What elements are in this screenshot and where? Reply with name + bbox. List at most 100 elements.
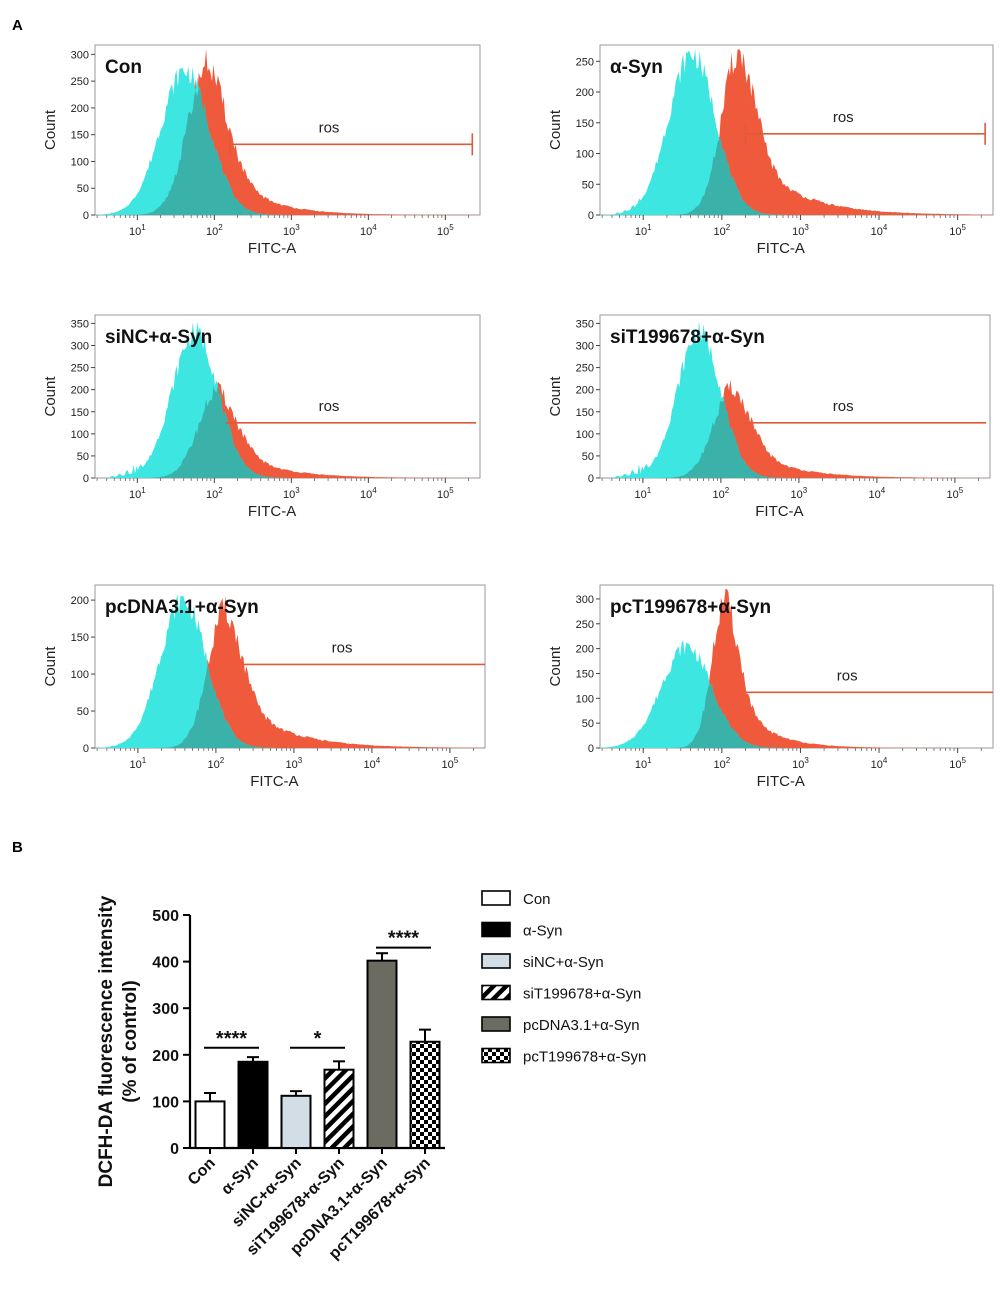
legend-swatch — [481, 890, 511, 906]
bar-2 — [280, 1094, 312, 1149]
y-tick-label: 100 — [71, 429, 89, 441]
x-tick-label: 103 — [791, 486, 808, 501]
x-axis-label: FITC-A — [757, 240, 805, 257]
legend-swatch — [481, 921, 511, 938]
x-tick-label: 105 — [437, 223, 454, 238]
x-tick-label: 104 — [871, 223, 888, 238]
y-tick-label: 200 — [71, 385, 89, 397]
y-axis-label: Count — [42, 109, 59, 150]
legend-swatch — [481, 1016, 511, 1032]
legend-label: α-Syn — [523, 923, 563, 940]
bar-0 — [194, 1100, 226, 1150]
x-tick-label: 101 — [635, 223, 652, 238]
y-tick-label: 150 — [71, 632, 89, 644]
y-axis-label: DCFH-DA fluorescence intensity — [96, 895, 117, 1187]
histogram-sinc: ros 0 50 100 150 200 250 300 350 101 102 103 104 105 F… — [42, 314, 481, 520]
y-tick-label: 50 — [77, 706, 89, 718]
y-tick-label: 100 — [576, 429, 594, 441]
x-axis-label: FITC-A — [250, 773, 298, 790]
y-axis-label: Count — [547, 376, 564, 417]
y-tick-label: 200 — [71, 595, 89, 607]
control-histogram — [95, 321, 480, 478]
panel-label-a: A — [12, 17, 23, 34]
legend-label: siNC+α-Syn — [523, 954, 604, 971]
ros-gate-label: ros — [833, 398, 854, 415]
y-tick-label: 150 — [576, 118, 594, 130]
ros-gate-label: ros — [332, 639, 353, 656]
y-tick-label: 0 — [588, 743, 594, 755]
panel-title: pcDNA3.1+α-Syn — [105, 597, 259, 618]
significance-label: **** — [388, 928, 419, 950]
category-label: Con — [185, 1155, 219, 1189]
histogram-asyn: ros 0 50 100 150 200 250 101 102 103 104 105 FITC-A C… — [547, 44, 994, 257]
x-tick-label: 102 — [208, 756, 225, 771]
y-tick-label: 250 — [576, 56, 594, 68]
histogram-pcdna: ros 0 50 100 150 200 101 102 103 104 105 FITC-A Coun… — [42, 584, 486, 790]
y-tick-label: 100 — [152, 1094, 179, 1111]
y-tick-label: 250 — [71, 76, 89, 88]
y-tick-label: 250 — [576, 363, 594, 375]
ros-gate-label: ros — [319, 398, 340, 415]
y-tick-label: 300 — [576, 341, 594, 353]
x-tick-label: 104 — [360, 223, 377, 238]
y-tick-label: 200 — [152, 1048, 179, 1065]
x-tick-label: 105 — [949, 756, 966, 771]
bar-3 — [323, 1068, 355, 1150]
legend-swatch — [481, 1047, 511, 1064]
x-axis-label: FITC-A — [248, 503, 296, 520]
legend-label: pcDNA3.1+α-Syn — [523, 1017, 640, 1034]
control-histogram — [95, 594, 485, 748]
panel-label-b: B — [12, 839, 23, 856]
x-tick-label: 102 — [713, 486, 730, 501]
y-tick-label: 50 — [77, 451, 89, 463]
panel-title: pcT199678+α-Syn — [610, 597, 771, 618]
bar-chart: 0 100 200 300 400 500 DCFH-DA fluorescence int… — [96, 890, 646, 1263]
y-tick-label: 250 — [71, 363, 89, 375]
y-tick-label: 0 — [83, 743, 89, 755]
x-tick-label: 104 — [360, 486, 377, 501]
control-histogram — [600, 321, 990, 478]
y-tick-label: 100 — [71, 669, 89, 681]
x-tick-label: 102 — [713, 756, 730, 771]
y-tick-label: 350 — [71, 318, 89, 330]
bar-4 — [366, 959, 398, 1150]
y-tick-label: 50 — [582, 179, 594, 191]
panel-title: Con — [105, 57, 142, 78]
control-histogram — [600, 49, 993, 215]
y-tick-label: 150 — [576, 407, 594, 419]
y-tick-label: 200 — [576, 644, 594, 656]
y-tick-label: 200 — [71, 103, 89, 115]
x-tick-label: 102 — [206, 486, 223, 501]
x-tick-label: 103 — [283, 223, 300, 238]
y-tick-label: 50 — [77, 183, 89, 195]
y-tick-label: 150 — [576, 668, 594, 680]
y-axis-label: Count — [547, 109, 564, 150]
x-tick-label: 102 — [206, 223, 223, 238]
y-tick-label: 50 — [582, 718, 594, 730]
y-tick-label: 0 — [170, 1141, 179, 1158]
x-tick-label: 103 — [792, 756, 809, 771]
y-tick-label: 0 — [83, 210, 89, 222]
x-tick-label: 101 — [129, 486, 146, 501]
y-axis-label: Count — [42, 646, 59, 687]
legend-label: Con — [523, 891, 551, 908]
legend-swatch — [481, 984, 511, 1001]
y-tick-label: 0 — [588, 473, 594, 485]
x-tick-label: 105 — [437, 486, 454, 501]
y-tick-label: 0 — [588, 210, 594, 222]
y-axis-label: Count — [547, 646, 564, 687]
y-tick-label: 100 — [576, 149, 594, 161]
x-tick-label: 104 — [871, 756, 888, 771]
y-tick-label: 300 — [576, 594, 594, 606]
x-tick-label: 103 — [792, 223, 809, 238]
ros-gate-label: ros — [837, 667, 858, 684]
panel-title: siT199678+α-Syn — [610, 327, 765, 348]
significance-label: * — [314, 1028, 322, 1050]
x-tick-label: 105 — [949, 223, 966, 238]
significance-label: **** — [216, 1028, 247, 1050]
x-axis-label: FITC-A — [248, 240, 296, 257]
y-tick-label: 0 — [83, 473, 89, 485]
histogram-con: ros 0 50 100 150 200 250 300 101 102 103 104 105 FITC… — [42, 44, 481, 257]
y-tick-label: 300 — [71, 341, 89, 353]
y-tick-label: 150 — [71, 407, 89, 419]
